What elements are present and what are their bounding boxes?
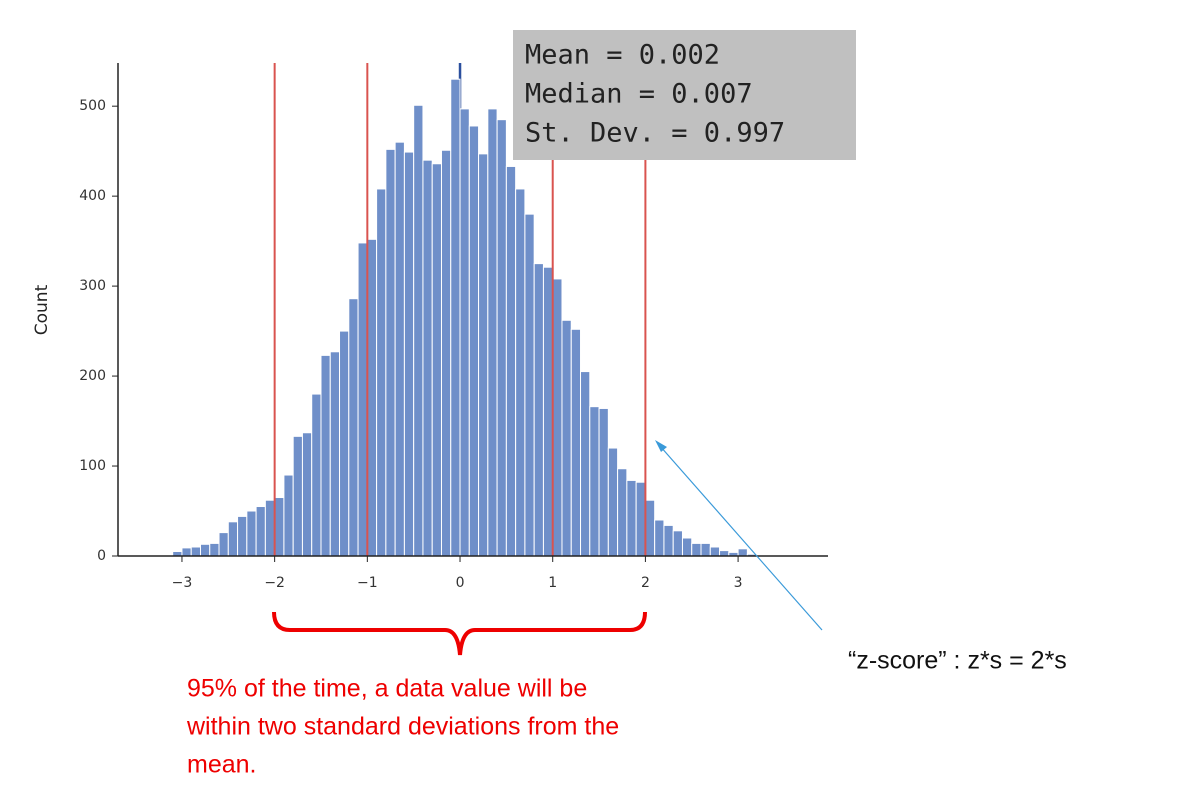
bar xyxy=(218,532,229,557)
bar xyxy=(440,149,452,557)
bar xyxy=(663,524,674,557)
brace-note: mean. xyxy=(187,751,256,779)
bar xyxy=(626,479,637,557)
bar xyxy=(227,521,239,557)
bar xyxy=(422,159,433,557)
y-tick-label: 400 xyxy=(79,188,106,204)
y-axis-label: Count xyxy=(32,284,52,335)
brace-note: 95% of the time, a data value will be xyxy=(187,675,587,703)
bar xyxy=(654,519,665,557)
bar xyxy=(394,141,405,557)
bar xyxy=(459,108,470,557)
bar xyxy=(348,298,359,557)
x-tick-label: −1 xyxy=(357,575,378,591)
bar xyxy=(385,148,396,557)
bar xyxy=(496,119,507,557)
bar xyxy=(246,510,257,557)
bar xyxy=(570,328,582,557)
bar xyxy=(672,530,683,557)
bar xyxy=(181,547,192,557)
bar xyxy=(598,407,609,557)
stats-line: Median = 0.007 xyxy=(525,79,753,110)
bar xyxy=(376,188,387,557)
bar xyxy=(515,188,526,557)
bar xyxy=(644,499,656,557)
x-tick-label: 2 xyxy=(641,575,650,591)
bar xyxy=(505,165,517,557)
bar xyxy=(292,435,303,557)
bar xyxy=(357,242,368,557)
bar xyxy=(617,468,628,557)
bar xyxy=(329,351,341,557)
x-tick-label: 1 xyxy=(548,575,557,591)
x-tick-label: 0 xyxy=(456,575,465,591)
bar xyxy=(607,447,619,557)
bar xyxy=(542,266,554,557)
bar xyxy=(413,104,424,557)
bar xyxy=(691,542,702,557)
x-tick-label: 3 xyxy=(734,575,743,591)
bar xyxy=(719,550,730,557)
bar xyxy=(199,543,211,557)
brace-note: within two standard deviations from the xyxy=(186,713,619,741)
y-tick-label: 0 xyxy=(97,548,106,564)
y-tick-label: 100 xyxy=(79,458,106,474)
bar xyxy=(487,108,498,557)
bar xyxy=(709,546,721,557)
bar xyxy=(283,474,294,557)
bar xyxy=(580,371,591,557)
y-tick-label: 500 xyxy=(79,98,106,114)
bar xyxy=(700,542,711,557)
bar xyxy=(255,506,266,557)
bar xyxy=(589,406,600,557)
bar xyxy=(552,278,563,557)
bar xyxy=(237,515,248,557)
bar xyxy=(274,497,285,557)
bar xyxy=(209,542,220,557)
arrow-note: “z-score” : z*s = 2*s xyxy=(848,647,1067,675)
bar xyxy=(468,125,480,557)
bar xyxy=(264,499,276,557)
bar xyxy=(681,537,693,557)
bar xyxy=(320,354,331,557)
bar xyxy=(366,238,378,557)
bar xyxy=(450,78,461,557)
arrow-line xyxy=(659,445,823,631)
arrow-head xyxy=(655,440,667,452)
bar xyxy=(339,330,350,557)
bar xyxy=(190,546,201,557)
x-tick-label: −2 xyxy=(264,575,285,591)
bar xyxy=(403,151,415,557)
bar xyxy=(301,432,313,557)
bar xyxy=(524,213,535,557)
bar xyxy=(478,153,489,557)
bar xyxy=(311,393,322,557)
stats-line: St. Dev. = 0.997 xyxy=(525,118,785,149)
stats-line: Mean = 0.002 xyxy=(525,40,720,71)
bar xyxy=(561,319,572,557)
brace xyxy=(272,611,647,656)
stats-box xyxy=(513,30,856,160)
bar xyxy=(737,548,748,557)
y-tick-label: 300 xyxy=(79,278,106,294)
bar xyxy=(431,163,442,557)
bar xyxy=(635,481,646,557)
bar xyxy=(533,263,544,557)
y-tick-label: 200 xyxy=(79,368,106,384)
x-tick-label: −3 xyxy=(172,575,193,591)
